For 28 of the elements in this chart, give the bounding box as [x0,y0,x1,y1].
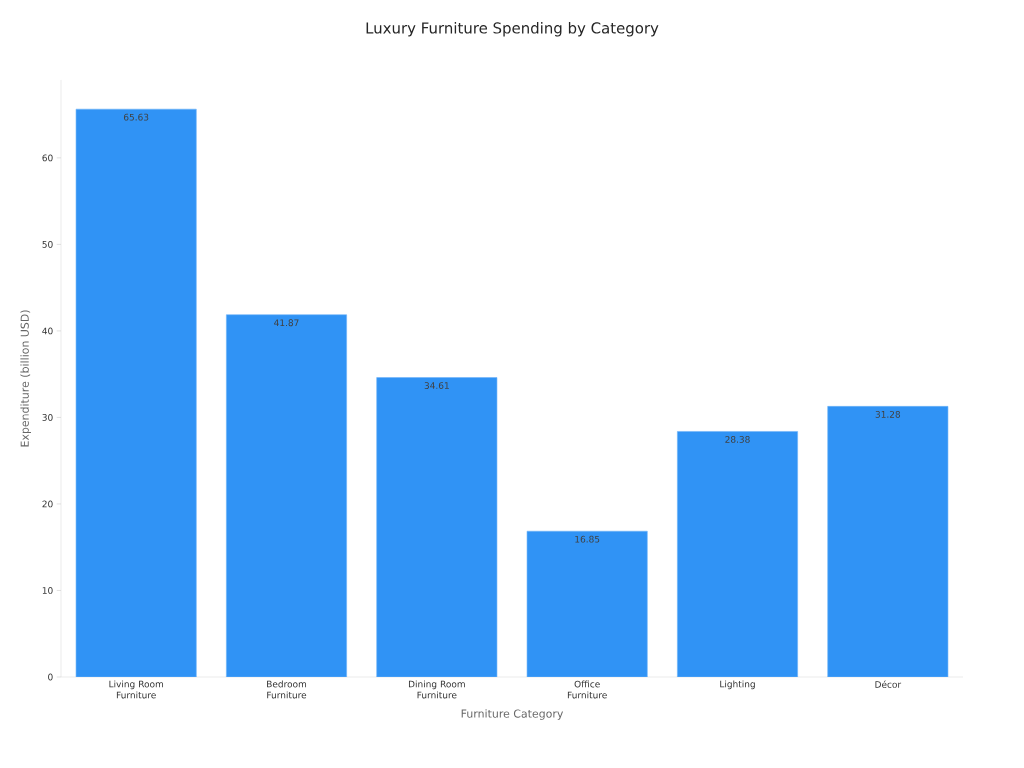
x-tick-label: Décor [875,680,902,688]
y-axis-title: Expenditure (billion USD) [20,310,31,447]
y-tick-label: 40 [42,327,53,335]
data-label: 28.38 [725,436,750,443]
data-label: 31.28 [875,410,901,418]
bar [226,314,347,677]
y-tick-label: 0 [48,673,53,681]
x-tick-label: Living Room Furniture [109,680,164,699]
x-tick-label: Office Furniture [567,680,607,699]
bar [75,108,197,677]
y-tick-label: 30 [42,414,53,421]
bar [677,431,798,677]
bar [526,530,648,677]
y-tick-label: 10 [42,587,53,594]
data-label: 34.61 [424,382,449,389]
data-label: 16.85 [575,535,600,543]
x-tick-label: Dining Room Furniture [408,680,465,699]
data-label: 41.87 [274,319,299,327]
x-tick-label: Lighting [720,680,755,690]
bar [376,377,498,677]
data-label: 65.63 [123,113,149,121]
bar [827,406,949,677]
y-tick-label: 50 [42,241,53,248]
chart-title: Luxury Furniture Spending by Category [366,22,659,37]
x-axis-title: Furniture Category [461,709,564,720]
y-tick-label: 60 [42,154,53,162]
x-tick-label: Bedroom Furniture [267,680,307,699]
y-tick-label: 20 [42,500,53,508]
